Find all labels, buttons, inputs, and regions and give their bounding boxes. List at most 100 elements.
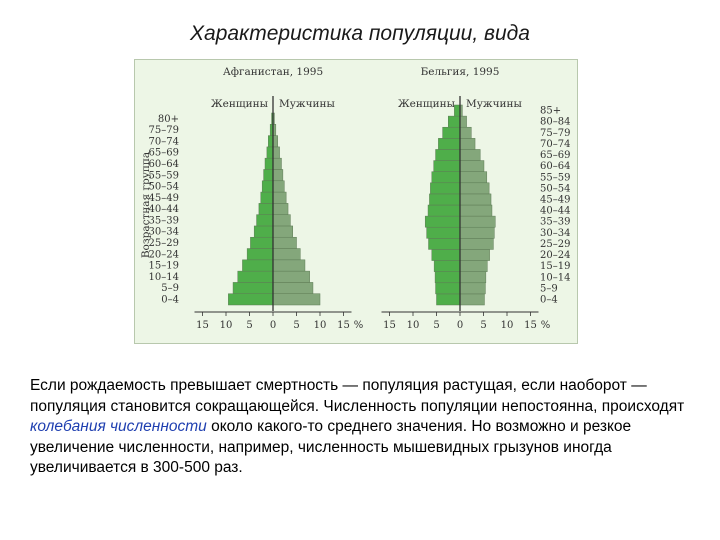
age-label-1-8: 40–44 <box>540 206 570 217</box>
bar-men-1-8 <box>459 204 493 217</box>
age-label-0-1: 5–9 <box>161 283 179 294</box>
bar-women-1-3 <box>433 260 461 272</box>
bar-women-1-9 <box>429 193 461 206</box>
x-tick-label-1-5: 10 <box>501 320 514 331</box>
bar-men-0-1 <box>272 282 314 294</box>
bar-women-0-1 <box>232 282 274 294</box>
x-tick-label-1-3: 0 <box>457 320 463 331</box>
age-label-1-2: 10–14 <box>540 272 570 283</box>
x-tick-label-1-2: 5 <box>433 320 439 331</box>
age-label-0-14: 70–74 <box>149 136 179 147</box>
age-label-1-9: 45–49 <box>540 195 570 206</box>
bar-women-0-0 <box>228 293 274 306</box>
x-unit-1: % <box>541 320 551 331</box>
bar-men-1-1 <box>459 282 486 295</box>
women-label-1: Женщины <box>398 98 455 110</box>
bar-women-1-14 <box>438 138 461 150</box>
chart-title-1: Бельгия, 1995 <box>421 66 500 78</box>
age-label-0-10: 50–54 <box>149 182 179 193</box>
body-paragraph: Если рождаемость превышает смертность — … <box>30 376 695 479</box>
population-pyramids-figure: Возрастная группа Афганистан, 1995 Женщин… <box>134 59 578 344</box>
bar-men-1-6 <box>459 226 495 239</box>
bar-women-1-10 <box>430 182 461 195</box>
age-label-0-3: 15–19 <box>149 261 179 272</box>
y-axis-label: Возрастная группа <box>140 152 152 258</box>
x-tick-label-0-0: 15 <box>196 320 209 331</box>
bar-women-0-14 <box>268 135 274 148</box>
x-tick-label-0-6: 15 <box>337 320 350 331</box>
x-tick-label-1-1: 10 <box>407 320 420 331</box>
bar-men-1-16 <box>459 115 467 128</box>
bar-women-1-1 <box>435 282 461 295</box>
bar-women-1-15 <box>442 126 461 139</box>
bar-women-0-9 <box>260 191 274 204</box>
x-tick-label-1-0: 15 <box>383 320 396 331</box>
bar-women-1-7 <box>424 215 461 228</box>
paragraph-highlight-link[interactable]: колебания численности <box>30 418 207 435</box>
bar-women-0-12 <box>264 157 274 170</box>
chart-title-0: Афганистан, 1995 <box>223 66 323 78</box>
paragraph-text-after: около какого-то среднего значения. Но во… <box>30 418 632 476</box>
bar-women-1-13 <box>435 149 461 161</box>
bar-men-0-0 <box>272 293 321 306</box>
age-label-1-11: 55–59 <box>540 172 570 183</box>
slide-title: Характеристика популяции, вида <box>190 22 530 45</box>
bar-men-0-2 <box>272 270 310 283</box>
age-label-1-3: 15–19 <box>540 261 570 272</box>
age-label-1-10: 50–54 <box>540 183 570 194</box>
bar-men-1-12 <box>459 160 485 172</box>
age-label-0-7: 35–39 <box>149 215 179 226</box>
bar-men-0-5 <box>272 236 297 249</box>
population-pyramids-chart: Возрастная группа Афганистан, 1995 Женщин… <box>140 66 570 331</box>
bar-men-0-7 <box>272 214 291 227</box>
bar-men-1-2 <box>459 271 487 284</box>
age-label-0-16: 80+ <box>158 114 179 125</box>
paragraph-text-before: Если рождаемость превышает смертность — … <box>30 377 685 415</box>
age-label-1-17: 85+ <box>540 106 561 117</box>
age-label-1-6: 30–34 <box>540 228 570 239</box>
age-label-1-0: 0–4 <box>540 295 558 306</box>
bar-men-0-8 <box>272 203 289 215</box>
bar-women-0-11 <box>263 169 274 182</box>
age-label-0-4: 20–24 <box>149 249 179 260</box>
x-tick-label-0-4: 5 <box>293 320 299 331</box>
x-unit-0: % <box>354 320 364 331</box>
bar-men-1-10 <box>459 182 490 195</box>
age-label-1-13: 65–69 <box>540 150 570 161</box>
bar-men-1-11 <box>459 171 488 184</box>
bar-men-1-5 <box>459 238 494 250</box>
bar-women-1-17 <box>454 104 461 117</box>
bar-women-1-16 <box>448 115 461 128</box>
bar-men-0-3 <box>272 259 306 272</box>
bar-women-0-7 <box>256 214 274 227</box>
age-label-0-8: 40–44 <box>149 204 179 215</box>
x-tick-label-1-4: 5 <box>480 320 486 331</box>
bar-women-1-4 <box>431 249 461 261</box>
age-label-1-7: 35–39 <box>540 217 570 228</box>
x-tick-label-0-3: 0 <box>270 320 276 331</box>
bar-men-0-4 <box>272 248 301 261</box>
bar-men-1-13 <box>459 149 481 161</box>
bar-women-1-11 <box>431 171 461 184</box>
bar-men-1-3 <box>459 260 488 272</box>
age-label-1-14: 70–74 <box>540 139 570 150</box>
bar-women-0-13 <box>266 146 274 159</box>
bar-women-1-8 <box>427 204 461 217</box>
bar-women-1-6 <box>426 226 461 239</box>
age-label-0-13: 65–69 <box>149 148 179 159</box>
bar-men-0-12 <box>272 157 282 170</box>
men-label-1: Мужчины <box>466 98 522 110</box>
bar-women-1-2 <box>434 271 461 284</box>
bar-men-0-14 <box>272 135 278 148</box>
bar-men-1-7 <box>459 215 496 228</box>
bar-men-1-14 <box>459 138 476 150</box>
bar-men-1-4 <box>459 249 490 261</box>
age-label-0-9: 45–49 <box>149 193 179 204</box>
age-label-0-0: 0–4 <box>161 295 179 306</box>
age-label-0-15: 75–79 <box>149 125 179 136</box>
bar-women-1-12 <box>433 160 461 172</box>
bar-women-0-6 <box>253 225 274 238</box>
bar-men-1-9 <box>459 193 492 206</box>
age-label-1-15: 75–79 <box>540 128 570 139</box>
age-label-0-6: 30–34 <box>149 227 179 238</box>
